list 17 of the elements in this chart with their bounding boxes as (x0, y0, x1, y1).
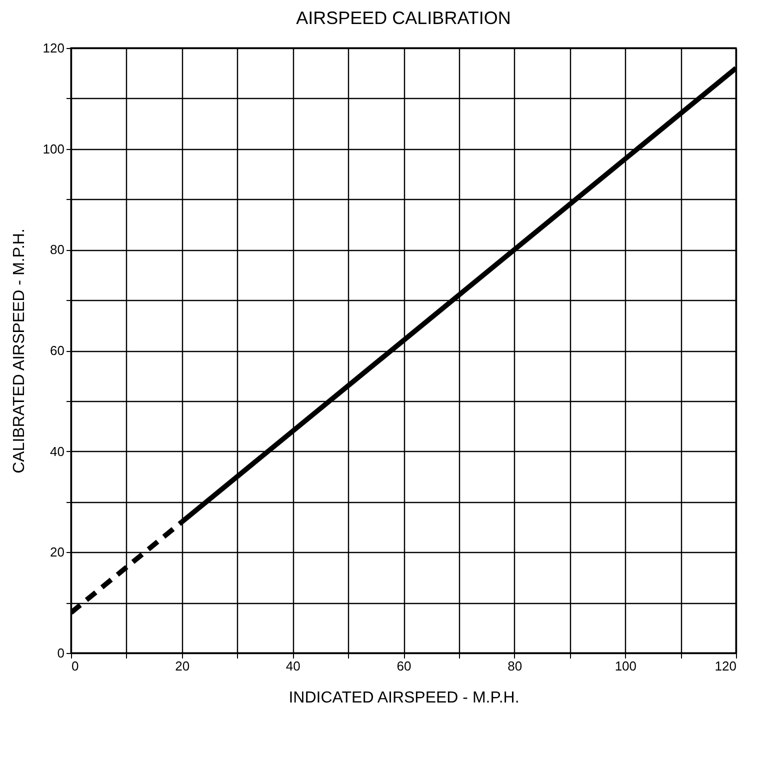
y-axis-title: CALIBRATED AIRSPEED - M.P.H. (10, 228, 28, 474)
x-axis-title: INDICATED AIRSPEED - M.P.H. (288, 690, 520, 706)
y-tick-label: 60 (50, 343, 64, 358)
x-tick-label: 20 (175, 658, 190, 674)
x-tick-label: 0 (72, 658, 79, 674)
y-tick-label: 20 (50, 544, 64, 560)
x-tick-label: 120 (714, 658, 736, 674)
y-tick-label: 120 (42, 40, 64, 56)
y-tick-label: 80 (50, 242, 64, 258)
x-tick-label: 60 (396, 658, 412, 674)
y-tick-label: 40 (50, 444, 64, 459)
y-tick-label: 0 (57, 646, 64, 660)
chart-title: AIRSPEED CALIBRATION (296, 8, 511, 28)
x-tick-label: 80 (508, 658, 522, 674)
x-tick-label: 100 (614, 658, 637, 674)
x-tick-label: 40 (286, 658, 300, 674)
y-tick-label: 100 (42, 141, 64, 156)
